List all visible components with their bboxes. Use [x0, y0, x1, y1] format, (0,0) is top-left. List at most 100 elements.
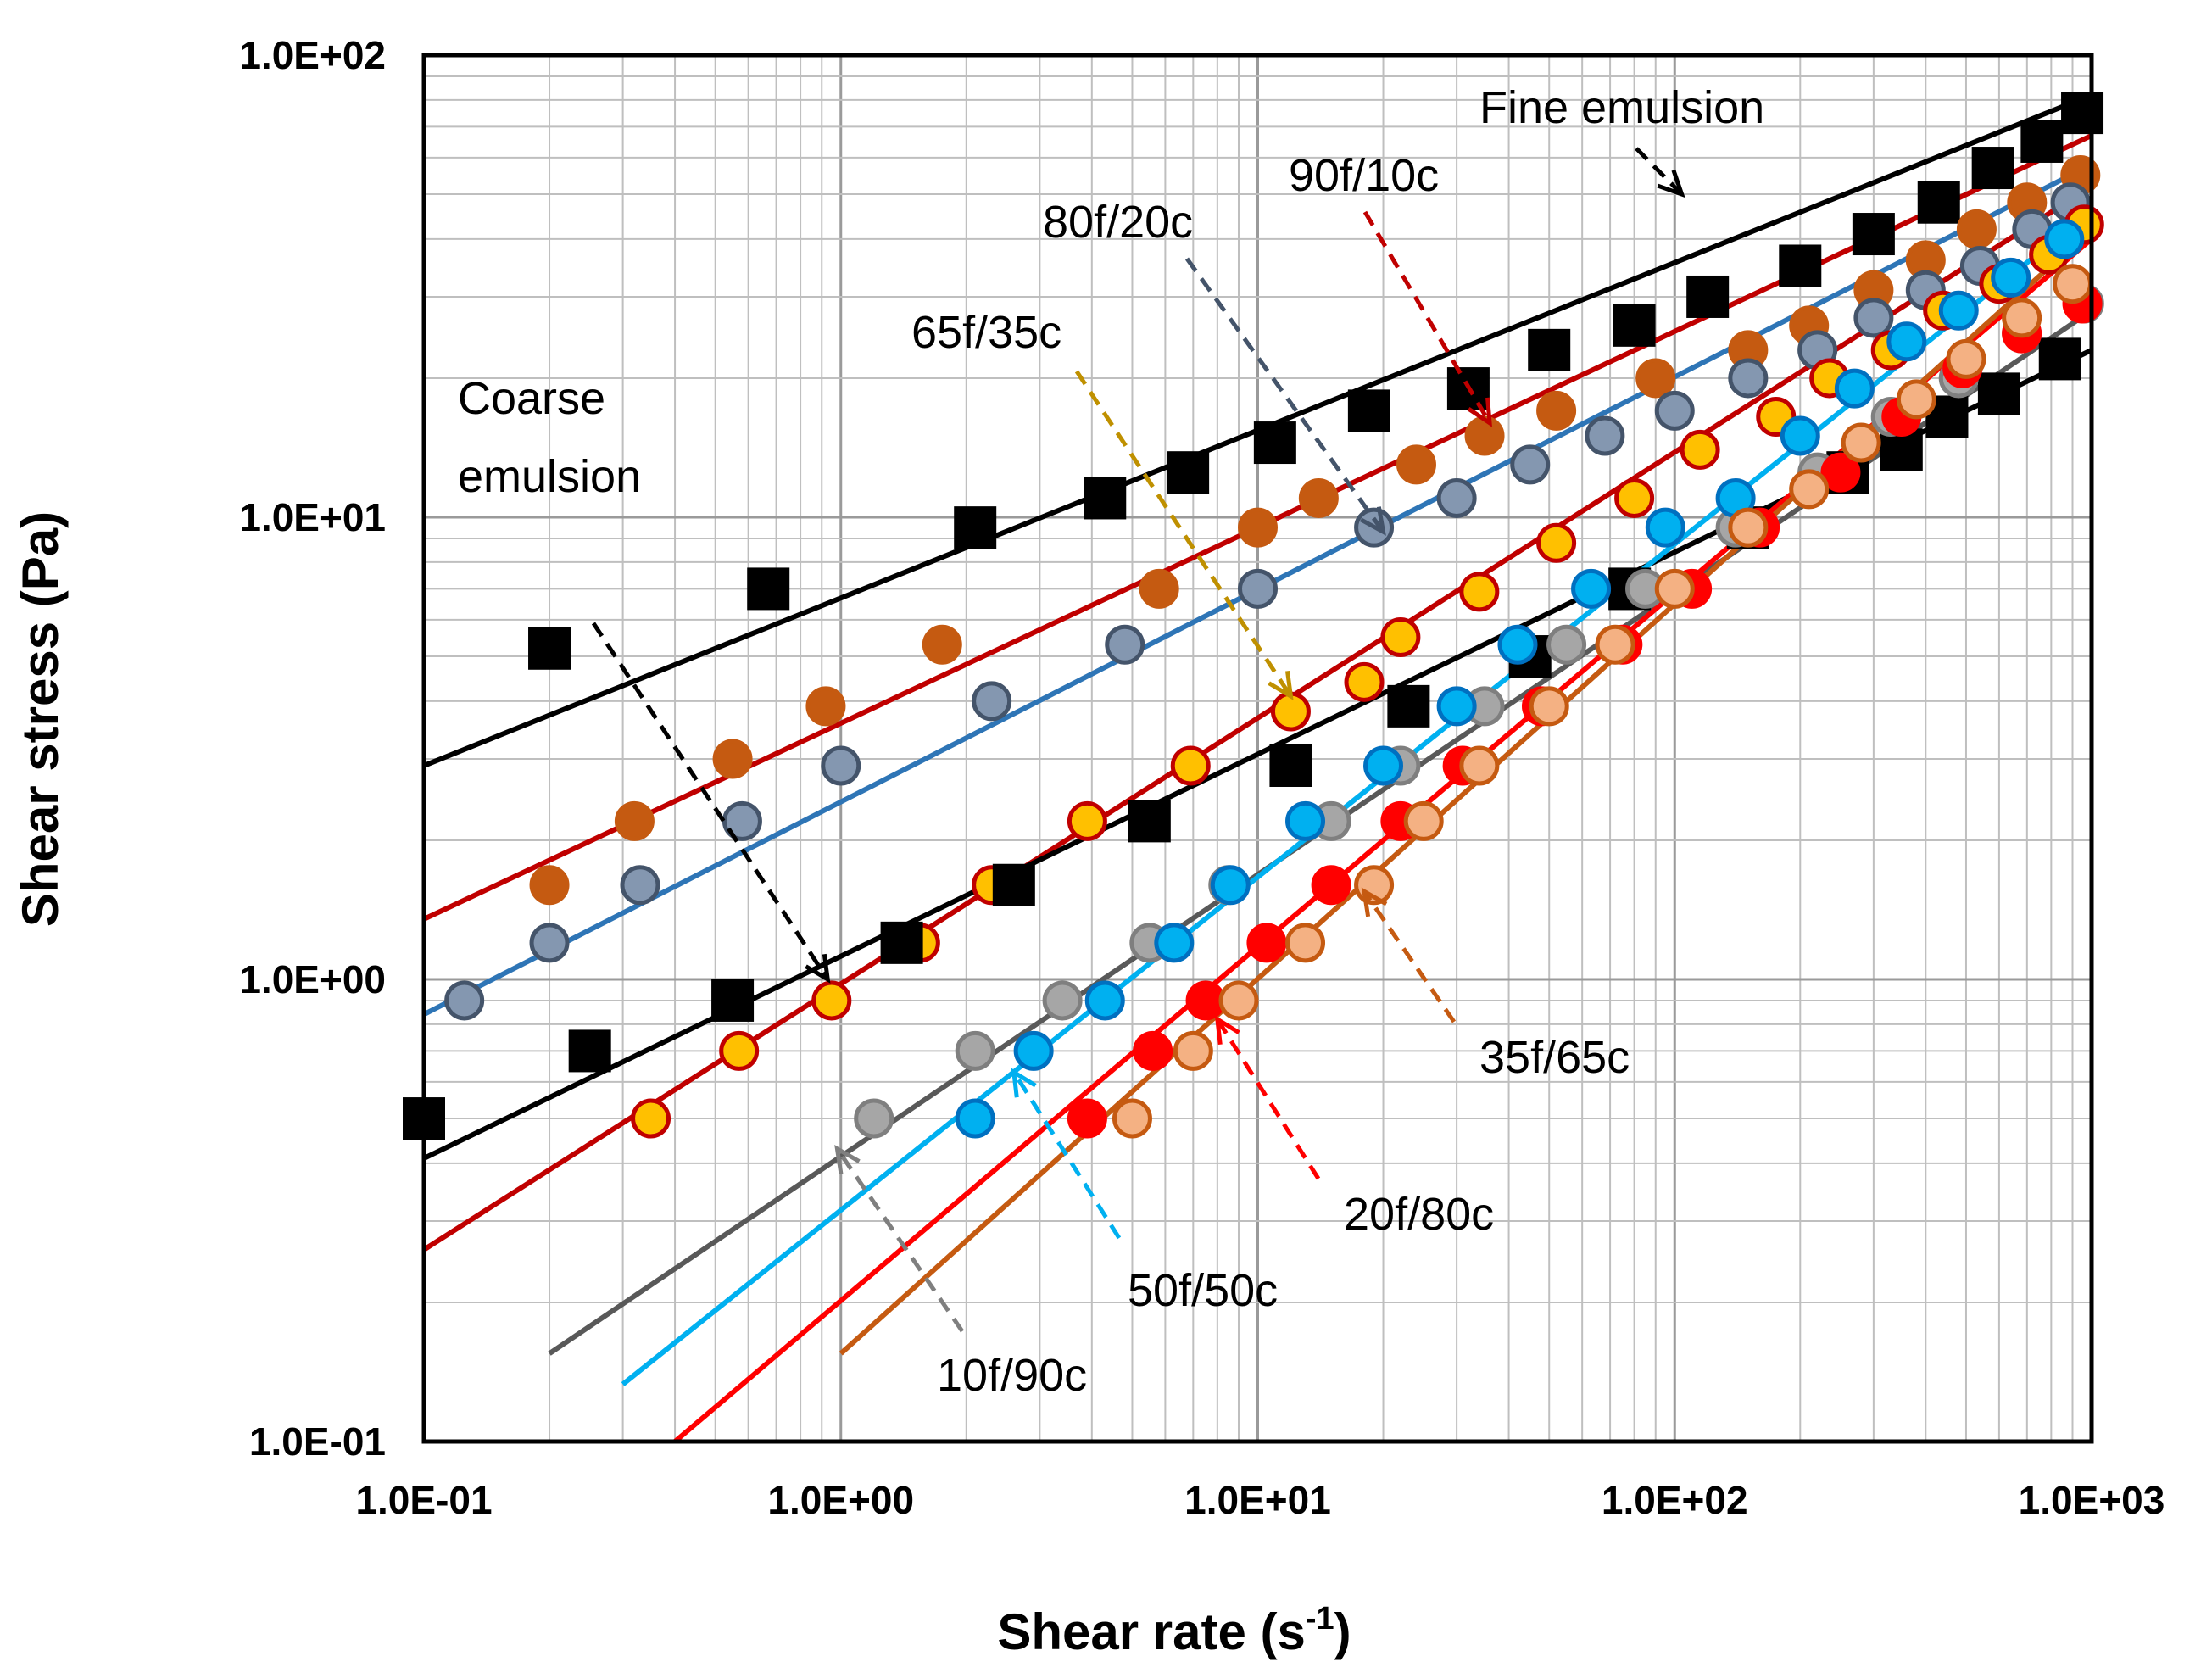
10f90c-arrowhead	[834, 1145, 861, 1174]
80f20c-arrow	[1184, 257, 1385, 533]
coarse-emulsion-arrowhead	[805, 953, 831, 984]
point-50f-50c	[1991, 257, 2031, 298]
point-80f-20c	[444, 980, 485, 1021]
point-80f-20c	[1585, 415, 1625, 456]
y-tick-label: 1.0E+02	[239, 33, 386, 77]
point-35f-65c	[1218, 980, 1259, 1021]
point-20f-80c	[1311, 865, 1351, 906]
point-fine-emulsion	[1613, 304, 1656, 347]
point-50f-50c	[1013, 1030, 1054, 1071]
point-20f-80c	[1820, 452, 1861, 493]
annotation-arrows	[591, 147, 1685, 1333]
point-coarse-emulsion	[1269, 744, 1312, 787]
point-fine-emulsion	[1686, 275, 1730, 318]
fine-emulsion-arrow	[1635, 147, 1684, 196]
y-tick-label: 1.0E-01	[249, 1419, 386, 1464]
80f20c-arrowhead	[1359, 506, 1386, 536]
point-10f-90c	[1042, 980, 1083, 1021]
data-points	[403, 92, 2104, 1140]
50f50c-arrowhead	[1011, 1068, 1037, 1098]
point-90f-10c	[712, 739, 753, 779]
point-coarse-emulsion	[880, 921, 923, 964]
point-20f-80c	[1185, 980, 1226, 1021]
point-10f-90c	[1546, 624, 1587, 665]
y-axis-title: Shear stress (Pa)	[12, 511, 69, 927]
coarse-emulsion-arrow	[591, 622, 830, 981]
point-35f-65c	[1173, 1030, 1213, 1071]
20f80c-arrow	[1215, 1018, 1321, 1180]
point-35f-65c	[2052, 264, 2092, 304]
point-fine-emulsion	[1167, 451, 1210, 494]
point-65f-35c	[1170, 745, 1211, 786]
point-35f-65c	[2002, 298, 2042, 338]
x-tick-label: 1.0E-01	[355, 1478, 492, 1522]
point-50f-50c	[1084, 980, 1125, 1021]
point-50f-50c	[1436, 686, 1477, 727]
point-20f-80c	[1246, 923, 1287, 963]
point-50f-50c	[1938, 290, 1979, 331]
point-fine-emulsion	[2020, 120, 2064, 163]
20f80c-label: 20f/80c	[1344, 1189, 1494, 1240]
point-50f-50c	[955, 1098, 995, 1139]
point-20f-80c	[1067, 1098, 1107, 1139]
point-50f-50c	[1645, 507, 1685, 548]
point-90f-10c	[529, 865, 570, 906]
50f50c-label: 50f/50c	[1128, 1265, 1278, 1316]
point-90f-10c	[805, 686, 846, 727]
point-10f-90c	[854, 1098, 894, 1139]
annotation-labels: Fine emulsion 90f/10c 80f/20c 65f/35c Coarse…	[458, 82, 1764, 1401]
90f10c-label: 90f/10c	[1289, 150, 1439, 201]
point-90f-10c	[1464, 415, 1505, 456]
point-65f-35c	[631, 1098, 671, 1139]
point-80f-20c	[1436, 477, 1477, 518]
point-coarse-emulsion	[711, 979, 755, 1022]
point-fine-emulsion	[1917, 181, 1960, 224]
point-fine-emulsion	[1779, 244, 1822, 287]
y-axis-ticks: 1.0E-01 1.0E+00 1.0E+01 1.0E+02	[239, 33, 386, 1464]
point-35f-65c	[1946, 338, 1986, 379]
point-90f-10c	[1139, 568, 1179, 609]
x-tick-label: 1.0E+00	[767, 1478, 914, 1522]
point-80f-20c	[1654, 390, 1695, 431]
point-50f-50c	[1210, 865, 1251, 906]
point-65f-35c	[1459, 572, 1500, 612]
point-90f-10c	[614, 800, 655, 841]
50f50c-arrow	[1011, 1071, 1122, 1240]
point-50f-50c	[1834, 368, 1875, 409]
20f80c-arrowhead	[1214, 1015, 1240, 1046]
x-axis-title: Shear rate (s-1)	[997, 1601, 1351, 1660]
point-35f-65c	[1896, 379, 1936, 420]
point-coarse-emulsion	[1128, 800, 1171, 843]
point-50f-50c	[1497, 624, 1538, 665]
point-35f-65c	[1595, 624, 1635, 665]
point-fine-emulsion	[2061, 92, 2104, 135]
plot-area-border	[421, 53, 2094, 1444]
point-80f-20c	[529, 923, 570, 963]
point-coarse-emulsion	[1977, 372, 2020, 415]
10f90c-label: 10f/90c	[937, 1350, 1087, 1401]
point-80f-20c	[1853, 298, 1894, 338]
point-80f-20c	[1728, 358, 1769, 399]
point-fine-emulsion	[1852, 213, 1895, 256]
point-coarse-emulsion	[992, 863, 1035, 906]
x-axis-ticks: 1.0E-01 1.0E+00 1.0E+01 1.0E+02 1.0E+03	[355, 1478, 2165, 1522]
90f10c-arrowhead	[1467, 397, 1492, 427]
point-35f-65c	[1728, 507, 1769, 548]
point-90f-10c	[1396, 444, 1436, 485]
65f35c-arrowhead	[1268, 670, 1294, 700]
point-65f-35c	[811, 980, 852, 1021]
point-fine-emulsion	[1347, 389, 1390, 432]
x-tick-label: 1.0E+02	[1602, 1478, 1748, 1522]
point-fine-emulsion	[1528, 328, 1571, 371]
point-50f-50c	[1571, 568, 1612, 609]
point-35f-65c	[1112, 1098, 1152, 1139]
y-tick-label: 1.0E+01	[239, 495, 386, 539]
point-coarse-emulsion	[1387, 684, 1430, 728]
80f20c-label: 80f/20c	[1043, 197, 1193, 248]
point-65f-35c	[1536, 522, 1577, 563]
65f35c-label: 65f/35c	[911, 307, 1061, 358]
point-50f-50c	[2044, 219, 2085, 259]
point-fine-emulsion	[747, 567, 790, 611]
point-80f-20c	[972, 681, 1012, 722]
